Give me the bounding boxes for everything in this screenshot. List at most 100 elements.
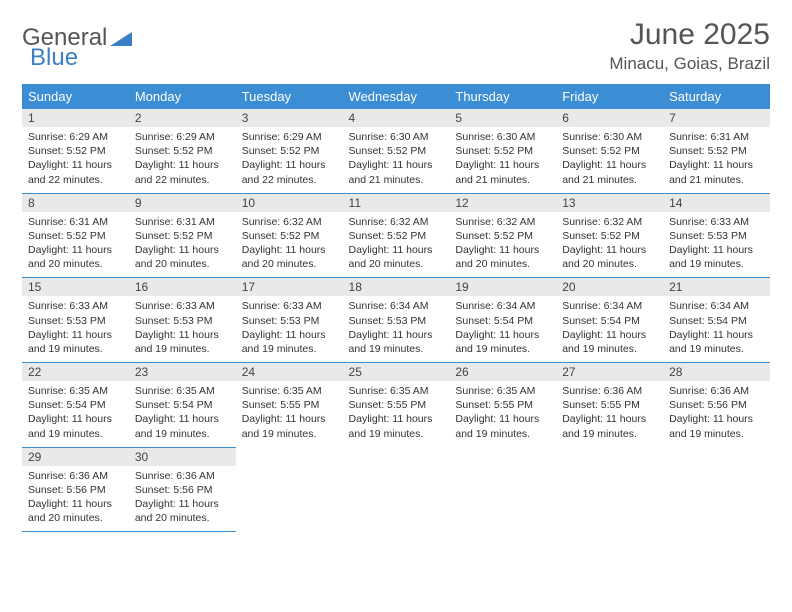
sunset-text: Sunset: 5:53 PM [349,314,444,328]
calendar-day-cell [343,447,450,532]
day-number: 1 [22,109,129,127]
sunrise-text: Sunrise: 6:35 AM [349,384,444,398]
daylight-text: Daylight: 11 hours and 20 minutes. [562,243,657,271]
daylight-text: Daylight: 11 hours and 19 minutes. [669,328,764,356]
sunset-text: Sunset: 5:54 PM [135,398,230,412]
daylight-text: Daylight: 11 hours and 19 minutes. [135,412,230,440]
calendar-day-cell: 26Sunrise: 6:35 AMSunset: 5:55 PMDayligh… [449,363,556,448]
day-number: 15 [22,278,129,296]
daylight-text: Daylight: 11 hours and 19 minutes. [562,328,657,356]
sunrise-text: Sunrise: 6:32 AM [562,215,657,229]
day-number: 2 [129,109,236,127]
logo-triangle-icon [110,30,132,46]
calendar-day-cell: 28Sunrise: 6:36 AMSunset: 5:56 PMDayligh… [663,363,770,448]
location-label: Minacu, Goias, Brazil [609,54,770,74]
calendar-body: 1Sunrise: 6:29 AMSunset: 5:52 PMDaylight… [22,109,770,532]
sunset-text: Sunset: 5:52 PM [349,144,444,158]
sunrise-text: Sunrise: 6:30 AM [562,130,657,144]
day-details: Sunrise: 6:36 AMSunset: 5:56 PMDaylight:… [22,466,129,532]
daylight-text: Daylight: 11 hours and 21 minutes. [349,158,444,186]
daylight-text: Daylight: 11 hours and 21 minutes. [455,158,550,186]
title-block: June 2025 Minacu, Goias, Brazil [609,18,770,74]
sunrise-text: Sunrise: 6:29 AM [28,130,123,144]
sunrise-text: Sunrise: 6:29 AM [242,130,337,144]
calendar-week-row: 29Sunrise: 6:36 AMSunset: 5:56 PMDayligh… [22,447,770,532]
daylight-text: Daylight: 11 hours and 20 minutes. [135,497,230,525]
calendar-day-cell: 5Sunrise: 6:30 AMSunset: 5:52 PMDaylight… [449,109,556,194]
day-number: 5 [449,109,556,127]
sunrise-text: Sunrise: 6:30 AM [455,130,550,144]
sunset-text: Sunset: 5:52 PM [28,229,123,243]
sunset-text: Sunset: 5:54 PM [562,314,657,328]
sunrise-text: Sunrise: 6:33 AM [135,299,230,313]
daylight-text: Daylight: 11 hours and 20 minutes. [455,243,550,271]
day-number: 26 [449,363,556,381]
calendar-day-cell: 24Sunrise: 6:35 AMSunset: 5:55 PMDayligh… [236,363,343,448]
sunset-text: Sunset: 5:52 PM [135,144,230,158]
day-details: Sunrise: 6:31 AMSunset: 5:52 PMDaylight:… [22,212,129,278]
calendar-day-cell: 12Sunrise: 6:32 AMSunset: 5:52 PMDayligh… [449,193,556,278]
day-number: 11 [343,194,450,212]
weekday-header: Tuesday [236,85,343,109]
calendar-day-cell: 17Sunrise: 6:33 AMSunset: 5:53 PMDayligh… [236,278,343,363]
day-details: Sunrise: 6:34 AMSunset: 5:53 PMDaylight:… [343,296,450,362]
sunrise-text: Sunrise: 6:30 AM [349,130,444,144]
day-details: Sunrise: 6:35 AMSunset: 5:55 PMDaylight:… [449,381,556,447]
sunrise-text: Sunrise: 6:33 AM [28,299,123,313]
calendar-day-cell: 23Sunrise: 6:35 AMSunset: 5:54 PMDayligh… [129,363,236,448]
sunset-text: Sunset: 5:53 PM [242,314,337,328]
day-details: Sunrise: 6:35 AMSunset: 5:55 PMDaylight:… [343,381,450,447]
brand-part2: Blue [30,44,78,72]
calendar-day-cell: 16Sunrise: 6:33 AMSunset: 5:53 PMDayligh… [129,278,236,363]
calendar-day-cell: 18Sunrise: 6:34 AMSunset: 5:53 PMDayligh… [343,278,450,363]
day-number: 17 [236,278,343,296]
daylight-text: Daylight: 11 hours and 19 minutes. [28,328,123,356]
day-number: 19 [449,278,556,296]
sunrise-text: Sunrise: 6:34 AM [669,299,764,313]
sunrise-text: Sunrise: 6:36 AM [135,469,230,483]
calendar-week-row: 1Sunrise: 6:29 AMSunset: 5:52 PMDaylight… [22,109,770,194]
daylight-text: Daylight: 11 hours and 19 minutes. [349,328,444,356]
sunset-text: Sunset: 5:56 PM [135,483,230,497]
calendar-week-row: 22Sunrise: 6:35 AMSunset: 5:54 PMDayligh… [22,363,770,448]
day-number: 28 [663,363,770,381]
sunrise-text: Sunrise: 6:31 AM [135,215,230,229]
sunset-text: Sunset: 5:54 PM [669,314,764,328]
sunset-text: Sunset: 5:52 PM [242,229,337,243]
header: General June 2025 Minacu, Goias, Brazil [22,18,770,74]
daylight-text: Daylight: 11 hours and 21 minutes. [669,158,764,186]
sunrise-text: Sunrise: 6:32 AM [455,215,550,229]
weekday-header: Friday [556,85,663,109]
weekday-header: Wednesday [343,85,450,109]
sunset-text: Sunset: 5:55 PM [242,398,337,412]
weekday-header: Saturday [663,85,770,109]
day-number: 29 [22,448,129,466]
daylight-text: Daylight: 11 hours and 20 minutes. [28,243,123,271]
day-details: Sunrise: 6:32 AMSunset: 5:52 PMDaylight:… [343,212,450,278]
daylight-text: Daylight: 11 hours and 20 minutes. [349,243,444,271]
sunrise-text: Sunrise: 6:31 AM [669,130,764,144]
day-details: Sunrise: 6:32 AMSunset: 5:52 PMDaylight:… [449,212,556,278]
day-details: Sunrise: 6:30 AMSunset: 5:52 PMDaylight:… [449,127,556,193]
sunrise-text: Sunrise: 6:33 AM [242,299,337,313]
sunrise-text: Sunrise: 6:29 AM [135,130,230,144]
calendar-day-cell: 9Sunrise: 6:31 AMSunset: 5:52 PMDaylight… [129,193,236,278]
weekday-header: Thursday [449,85,556,109]
day-details: Sunrise: 6:34 AMSunset: 5:54 PMDaylight:… [449,296,556,362]
sunset-text: Sunset: 5:53 PM [669,229,764,243]
daylight-text: Daylight: 11 hours and 20 minutes. [135,243,230,271]
calendar-day-cell: 2Sunrise: 6:29 AMSunset: 5:52 PMDaylight… [129,109,236,194]
day-number: 18 [343,278,450,296]
day-number: 21 [663,278,770,296]
sunset-text: Sunset: 5:52 PM [669,144,764,158]
daylight-text: Daylight: 11 hours and 19 minutes. [562,412,657,440]
calendar-day-cell: 13Sunrise: 6:32 AMSunset: 5:52 PMDayligh… [556,193,663,278]
day-number: 24 [236,363,343,381]
sunrise-text: Sunrise: 6:34 AM [455,299,550,313]
sunrise-text: Sunrise: 6:36 AM [669,384,764,398]
daylight-text: Daylight: 11 hours and 19 minutes. [455,328,550,356]
sunset-text: Sunset: 5:54 PM [455,314,550,328]
calendar-day-cell: 20Sunrise: 6:34 AMSunset: 5:54 PMDayligh… [556,278,663,363]
sunset-text: Sunset: 5:56 PM [669,398,764,412]
calendar-day-cell [556,447,663,532]
